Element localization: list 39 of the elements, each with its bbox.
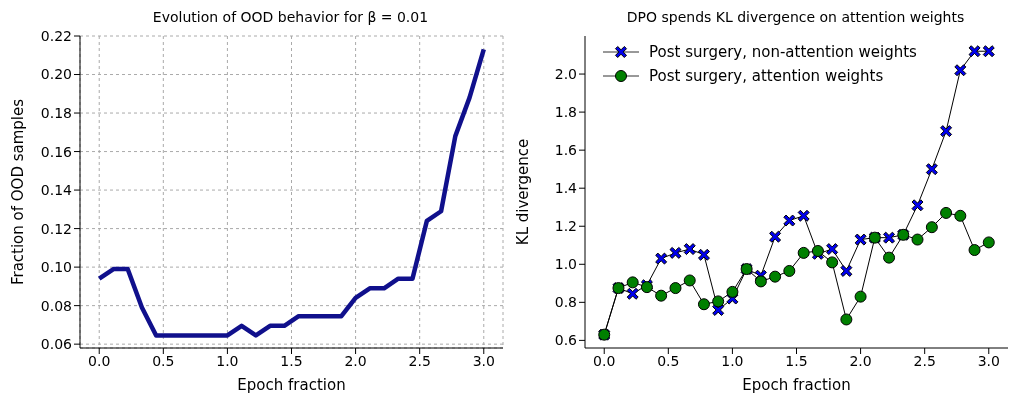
y-axis-title: KL divergence [514,138,533,246]
y-tick-label: 2.0 [554,66,577,83]
x-tick-label: 1.0 [216,352,239,369]
y-tick-label: 0.6 [554,332,578,349]
x-tick-label: 0.5 [657,352,680,369]
x-tick-label: 3.0 [977,352,1000,369]
y-tick-label: 0.08 [40,297,72,314]
y-axis-title: Fraction of OOD samples [9,98,28,286]
y-tick-label: 0.06 [40,336,73,353]
x-tick-label: 0.0 [593,352,616,369]
x-tick-label: 2.5 [913,352,936,369]
chart-title: Evolution of OOD behavior for β = 0.01 [151,8,430,26]
y-tick-label: 0.12 [40,220,72,237]
chart-title: DPO spends KL divergence on attention weights [625,8,966,26]
y-tick-label: 1.0 [554,256,577,273]
x-tick-label: 2.0 [344,352,367,369]
x-tick-label: 1.5 [280,352,303,369]
y-tick-label: 0.20 [40,66,72,83]
y-tick-label: 1.6 [554,142,578,159]
legend-label: Post surgery, non-attention weights [649,43,917,61]
y-tick-label: 0.22 [40,27,72,44]
x-tick-label: 0.5 [152,352,175,369]
y-tick-label: 0.8 [554,294,577,311]
legend-label: Post surgery, attention weights [649,67,884,85]
x-tick-label: 3.0 [472,352,495,369]
x-tick-label: 1.5 [785,352,808,369]
y-tick-label: 0.18 [40,105,72,122]
y-tick-label: 1.8 [554,104,577,121]
y-tick-label: 0.14 [40,182,73,199]
x-axis-title: Epoch fraction [742,376,851,394]
y-tick-label: 1.4 [554,180,578,197]
x-tick-label: 2.0 [849,352,872,369]
x-tick-label: 1.0 [721,352,744,369]
x-tick-label: 2.5 [408,352,431,369]
y-tick-label: 0.10 [40,259,72,276]
x-axis-title: Epoch fraction [237,376,346,394]
y-tick-label: 0.16 [40,143,73,160]
x-tick-label: 0.0 [88,352,111,369]
y-tick-label: 1.2 [554,218,577,235]
